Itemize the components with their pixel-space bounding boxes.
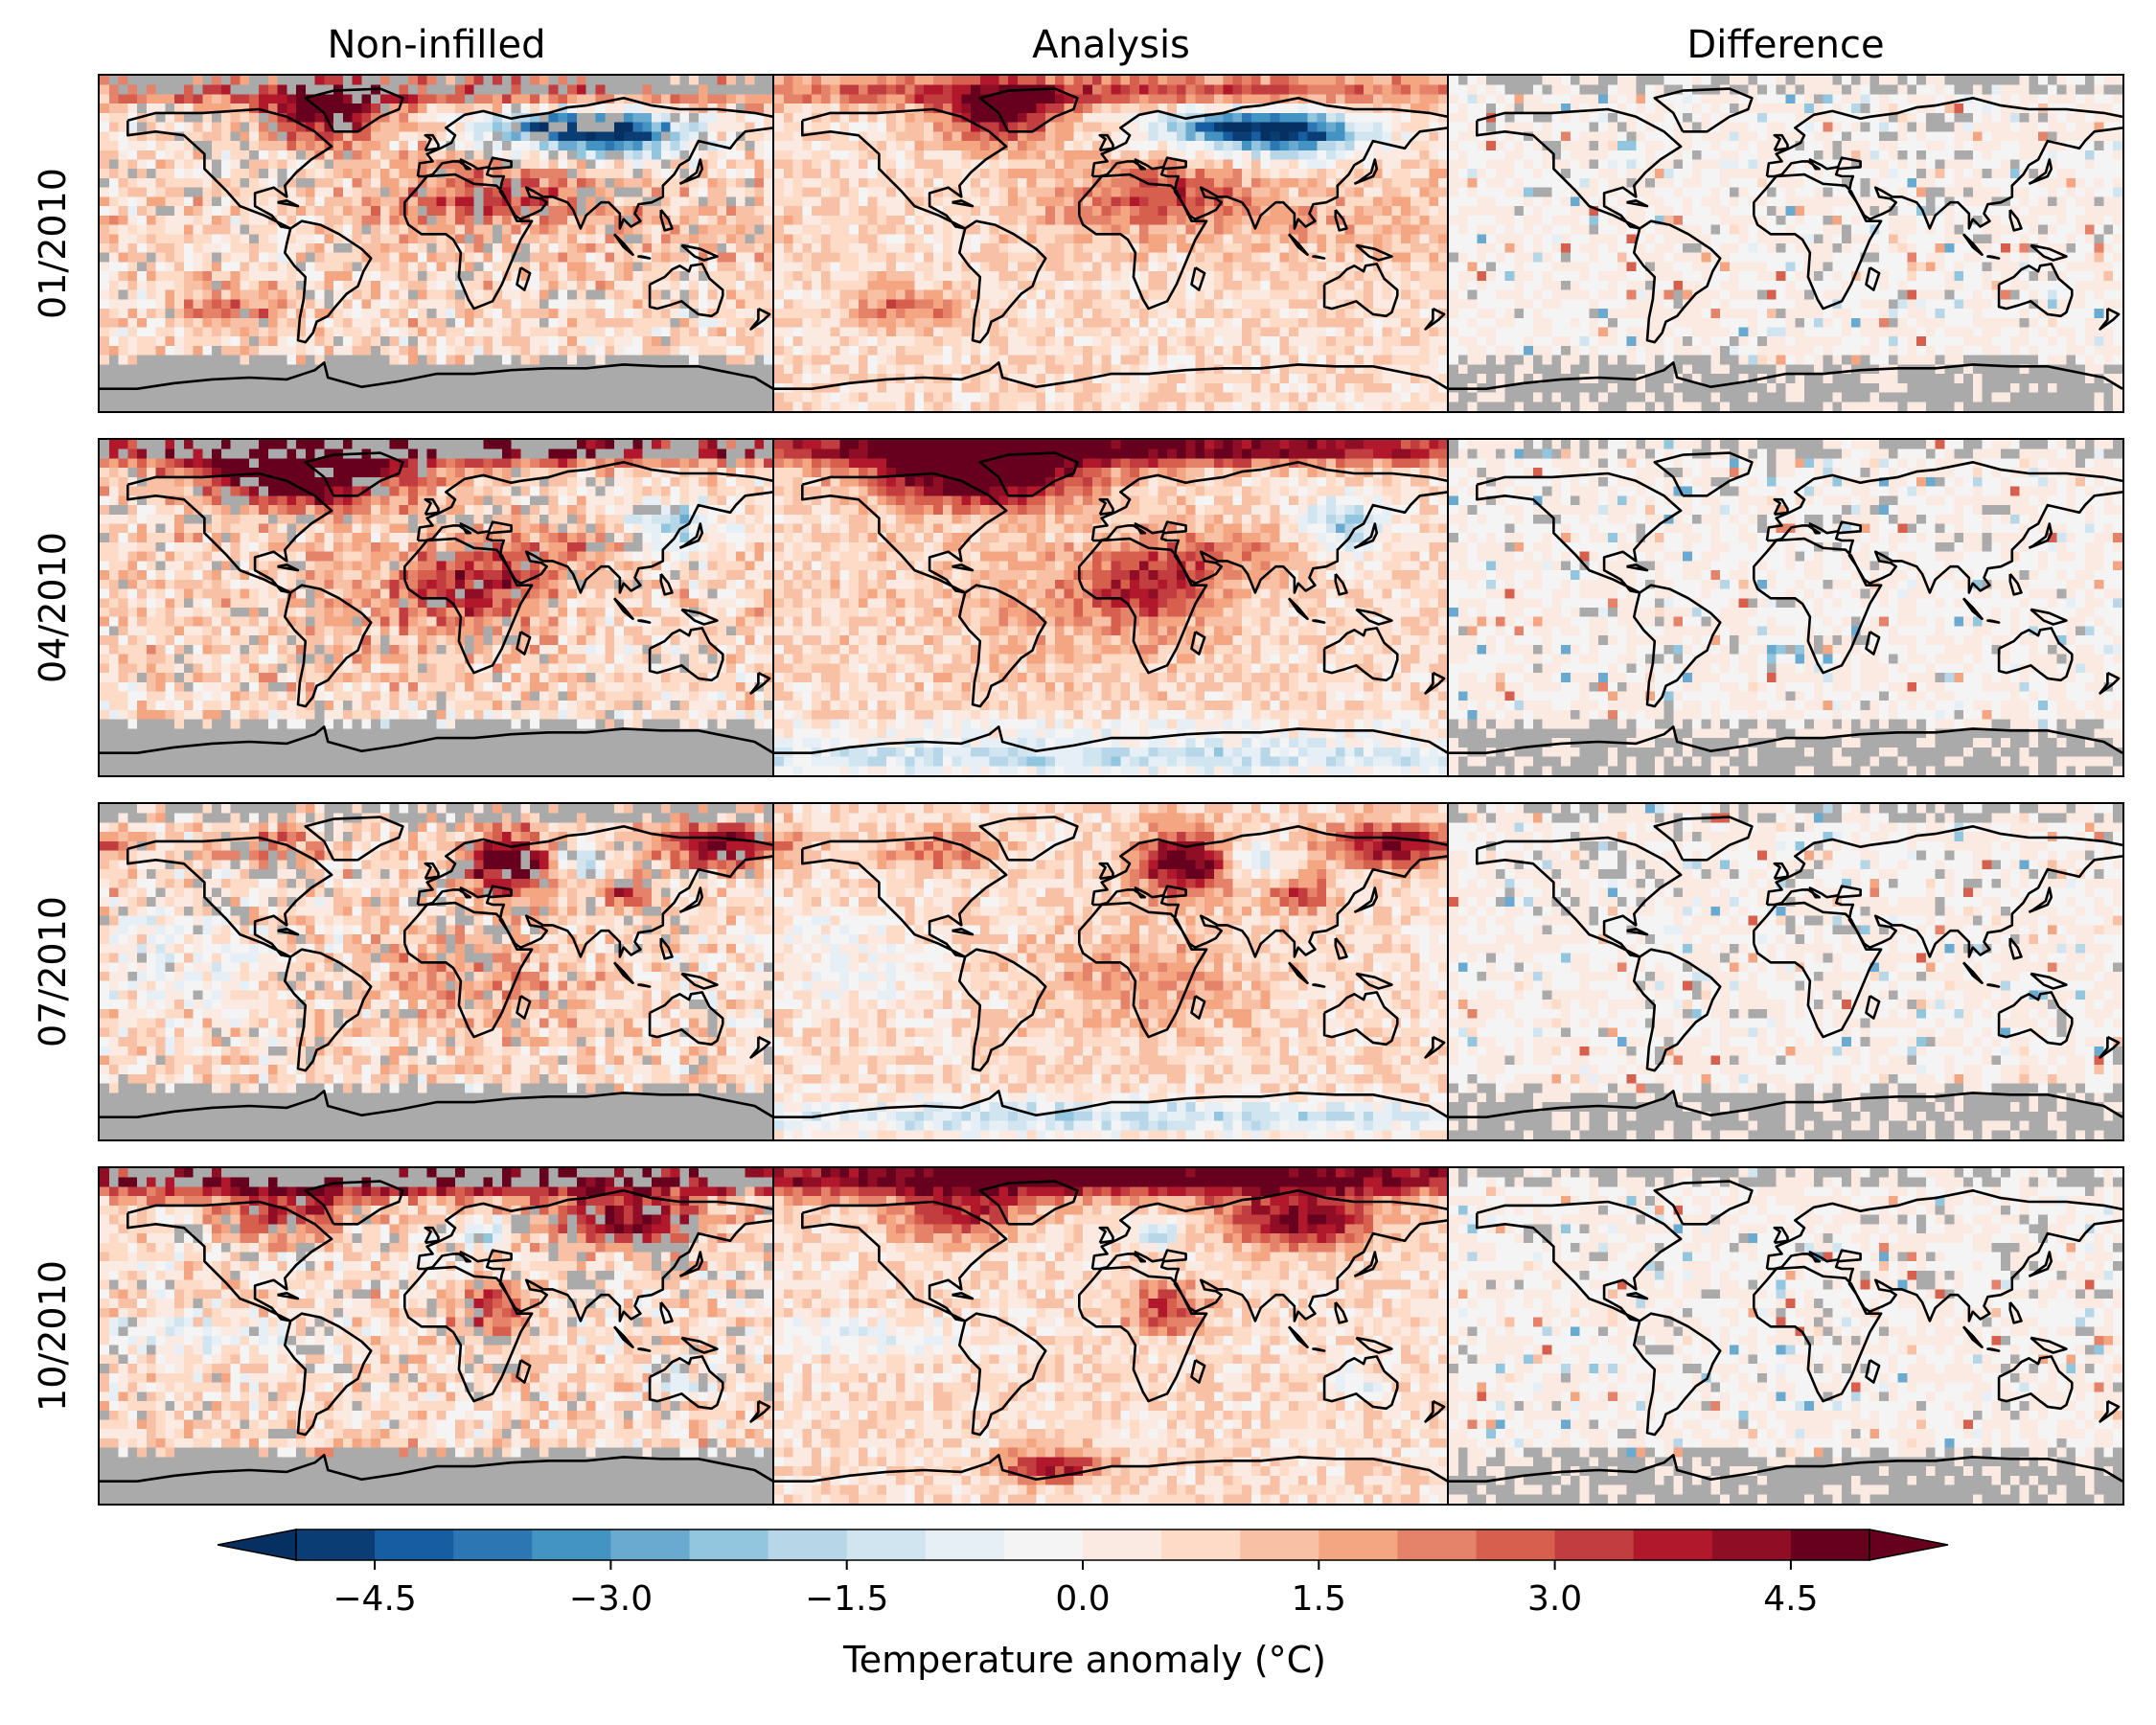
grid-cells [100,804,773,1139]
coastline [100,87,773,390]
colorbar-swatch [1554,1530,1635,1560]
map-heatmap [1449,76,2122,411]
coastline [774,816,1448,1118]
colorbar-swatch [1397,1530,1477,1560]
colorbar-swatch [1633,1530,1713,1560]
map-heatmap [1449,804,2122,1139]
map-heatmap [774,804,1448,1139]
colorbar-swatch [1319,1530,1398,1560]
colorbar-swatch [1161,1530,1241,1560]
colorbar-swatch [689,1530,769,1560]
map-heatmap [1449,440,2122,775]
map-heatmap [1449,1168,2122,1504]
grid-cells [774,76,1448,411]
colorbar-swatch [1240,1530,1319,1560]
map-heatmap [100,804,773,1139]
coastline [1449,1180,2122,1483]
colorbar-label: Temperature anomaly (°C) [842,1639,1326,1681]
coastline [100,1180,773,1483]
map-heatmap [774,440,1448,775]
column-title: Analysis [773,21,1449,69]
map-heatmap [774,76,1448,411]
colorbar-swatch [1790,1530,1870,1560]
colorbar-extend-min [217,1529,297,1561]
coastline [774,1180,1448,1483]
row-label: 07/2010 [29,803,77,1140]
coastline [774,451,1448,754]
coastline [100,816,773,1118]
map-heatmap [100,1168,773,1504]
colorbar-swatch [453,1530,533,1560]
grid-cells [774,440,1448,775]
grid-cells [1449,76,2122,411]
coastline [100,451,773,754]
map-panel [1447,802,2124,1141]
colorbar-swatch [846,1530,927,1560]
row-label: 04/2010 [29,439,77,776]
colorbar-swatch [1711,1530,1792,1560]
map-panel [98,1166,775,1506]
grid-cells [1449,804,2122,1139]
colorbar-tick-label: 4.5 [1763,1579,1818,1619]
coastline [1449,451,2122,754]
colorbar-tick-label: −4.5 [333,1579,416,1619]
map-panel [772,802,1450,1141]
map-heatmap [100,440,773,775]
colorbar-tick-label: 3.0 [1527,1579,1582,1619]
colorbar-ticks: −4.5 −3.0 −1.5 0.0 1.5 3.0 4.5 [333,1560,1819,1619]
colorbar-swatch [1476,1530,1556,1560]
colorbar-swatch [1083,1530,1162,1560]
coastline [1449,87,2122,390]
map-panel [1447,1166,2124,1506]
map-panel [98,74,775,413]
grid-cells [100,76,773,411]
grid-cells [100,440,773,775]
colorbar-swatch [532,1530,611,1560]
colorbar-swatch [1003,1530,1084,1560]
colorbar-swatch [375,1530,454,1560]
map-heatmap [774,1168,1448,1504]
grid-cells [1449,440,2122,775]
colorbar-swatch [925,1530,1005,1560]
map-panel [772,1166,1450,1506]
colorbar-swatches [217,1529,1949,1561]
colorbar-swatch [768,1530,848,1560]
colorbar-tick-label: −1.5 [805,1579,888,1619]
colorbar-extend-max [1869,1529,1949,1561]
map-panel [98,438,775,777]
map-panel [1447,438,2124,777]
map-panel [772,438,1450,777]
coastline [774,87,1448,390]
colorbar-frame [295,1529,1870,1561]
grid-cells [774,1168,1448,1504]
colorbar-tick-label: 0.0 [1055,1579,1110,1619]
map-heatmap [100,76,773,411]
grid-cells [1449,1168,2122,1504]
row-label: 10/2010 [29,1167,77,1505]
map-panel [98,802,775,1141]
map-panel [772,74,1450,413]
coastline [1449,816,2122,1118]
grid-cells [100,1168,773,1504]
map-panel [1447,74,2124,413]
colorbar-tick-label: −3.0 [569,1579,653,1619]
row-label: 01/2010 [29,75,77,412]
colorbar-swatch [296,1530,376,1560]
grid-cells [774,804,1448,1139]
colorbar-tick-label: 1.5 [1292,1579,1346,1619]
colorbar-swatch [610,1530,690,1560]
column-title: Non-infilled [99,21,774,69]
column-title: Difference [1448,21,2123,69]
